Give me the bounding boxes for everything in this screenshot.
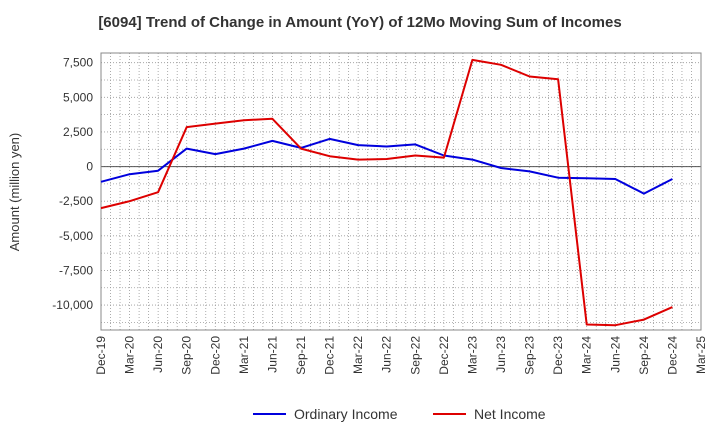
legend-label: Ordinary Income [294, 406, 398, 422]
x-tick-label: Sep-20 [180, 336, 194, 375]
x-tick-label: Jun-23 [494, 336, 508, 373]
x-tick-label: Sep-23 [523, 336, 537, 375]
legend-ordinary-income: Ordinary Income [253, 406, 398, 422]
x-tick-label: Dec-19 [94, 336, 108, 375]
x-tick-label: Dec-24 [665, 336, 679, 375]
x-tick-label: Mar-24 [580, 336, 594, 374]
series-layer [100, 58, 673, 327]
legend-net-income: Net Income [433, 406, 546, 422]
y-tick-label: 2,500 [63, 125, 93, 139]
y-tick-label: -10,000 [52, 298, 93, 312]
y-tick-label: -5,000 [59, 229, 93, 243]
legend: Ordinary Income Net Income [253, 406, 546, 422]
axes [100, 52, 702, 331]
y-tick-label: 5,000 [63, 90, 93, 104]
legend-label: Net Income [474, 406, 546, 422]
y-tick-label: -7,500 [59, 263, 93, 277]
plot-frame [100, 52, 702, 331]
chart-title: [6094] Trend of Change in Amount (YoY) o… [98, 14, 622, 31]
grid [100, 53, 702, 330]
x-tick-label: Dec-21 [323, 336, 337, 375]
x-tick-label: Mar-20 [123, 336, 137, 374]
y-tick-label: 0 [86, 160, 93, 174]
x-tick-label: Sep-21 [294, 336, 308, 375]
y-tick-label: 7,500 [63, 56, 93, 70]
y-axis-label: Amount (million yen) [7, 133, 22, 252]
y-tick-label: -2,500 [59, 194, 93, 208]
series-line-ordinary-income [100, 137, 673, 195]
x-tick-label: Dec-22 [437, 336, 451, 375]
x-tick-label: Sep-22 [408, 336, 422, 375]
x-tick-label: Sep-24 [637, 336, 651, 375]
tick-labels: 7,500 5,000 2,500 0 -2,500 -5,000 -7,500 -10,00… [52, 56, 708, 375]
x-tick-label: Jun-22 [380, 336, 394, 373]
plot-area [101, 53, 701, 330]
x-tick-label: Jun-20 [151, 336, 165, 373]
x-tick-label: Mar-21 [237, 336, 251, 374]
x-tick-label: Jun-21 [265, 336, 279, 373]
x-tick-label: Mar-23 [465, 336, 479, 374]
x-tick-label: Mar-25 [694, 336, 708, 374]
series-line-net-income [100, 58, 673, 327]
x-tick-label: Jun-24 [608, 336, 622, 373]
x-tick-label: Dec-23 [551, 336, 565, 375]
x-tick-label: Dec-20 [208, 336, 222, 375]
x-tick-label: Mar-22 [351, 336, 365, 374]
